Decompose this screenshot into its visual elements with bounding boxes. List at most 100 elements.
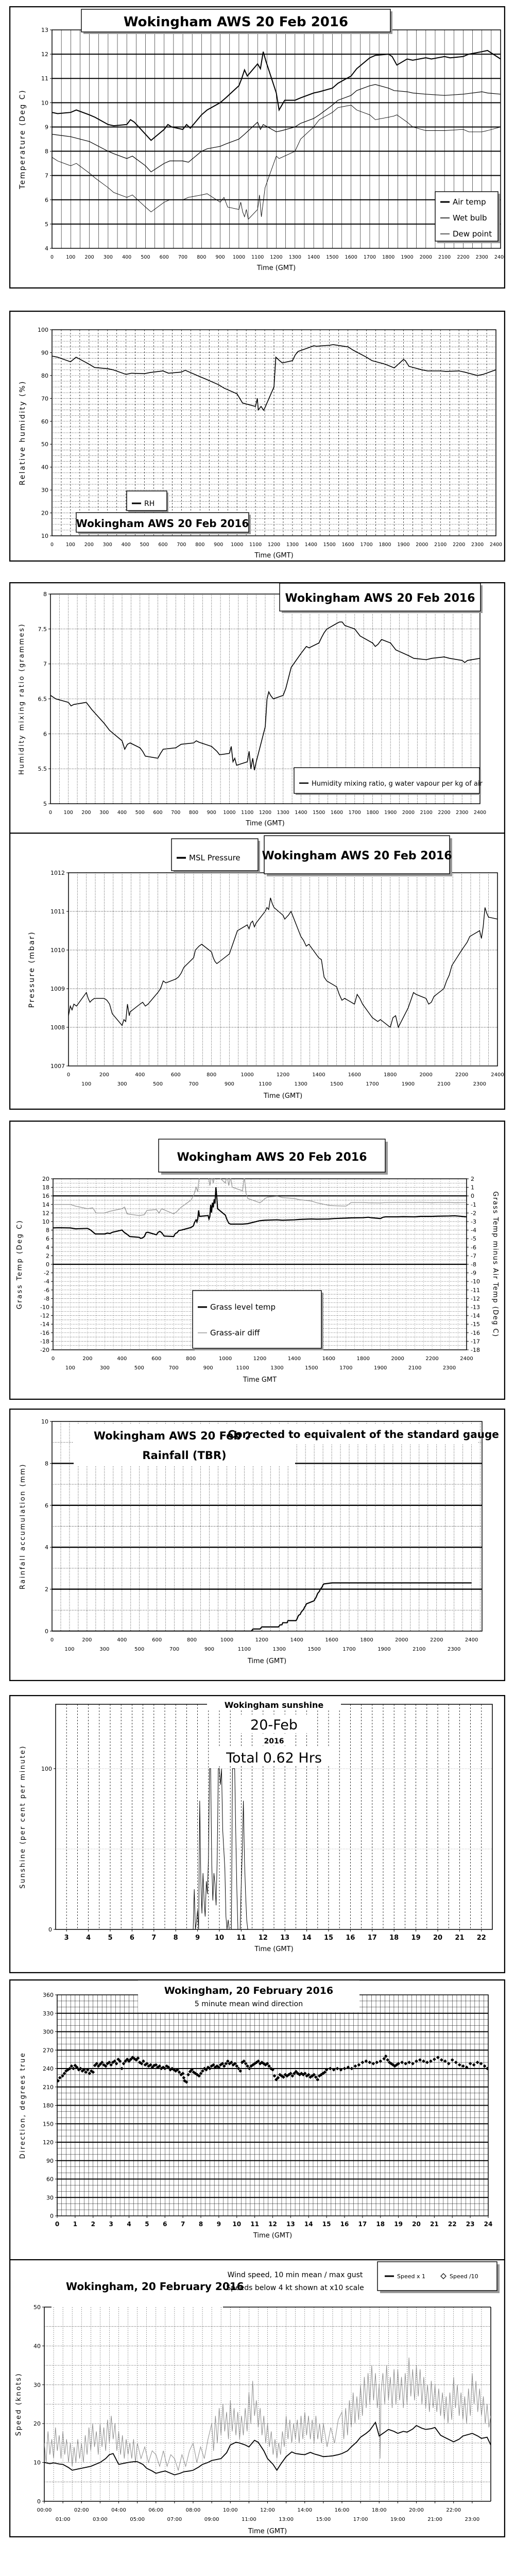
svg-text:5: 5	[108, 1934, 112, 1942]
svg-text:4: 4	[45, 245, 48, 252]
svg-text:3: 3	[109, 2221, 113, 2228]
svg-text:11: 11	[41, 75, 48, 82]
svg-text:-6: -6	[471, 1244, 476, 1251]
svg-text:200: 200	[99, 1072, 109, 1078]
svg-text:90: 90	[46, 2158, 54, 2164]
svg-text:1: 1	[471, 1184, 474, 1191]
svg-text:Time (GMT): Time (GMT)	[247, 1657, 286, 1665]
svg-text:0: 0	[471, 1193, 474, 1199]
svg-text:21: 21	[455, 1934, 464, 1942]
svg-text:500: 500	[134, 1647, 144, 1652]
svg-text:-8: -8	[44, 1295, 49, 1302]
svg-text:22:00: 22:00	[446, 2507, 461, 2513]
svg-text:50: 50	[33, 2304, 41, 2311]
svg-text:20:00: 20:00	[409, 2507, 424, 2513]
svg-text:13: 13	[286, 2221, 295, 2228]
svg-text:1800: 1800	[357, 1356, 370, 1362]
svg-text:0: 0	[37, 2498, 41, 2505]
svg-text:Rainfall accumulation (mm): Rainfall accumulation (mm)	[19, 1463, 27, 1589]
svg-text:1100: 1100	[238, 1647, 251, 1652]
rainfall-plot: 0100200300400500600700800900100011001200…	[9, 1408, 506, 1682]
svg-text:700: 700	[169, 1365, 179, 1371]
svg-text:1300: 1300	[273, 1647, 286, 1652]
sunshine-chart: 3 4 5 6 7 8 9 10 11 12 13 14 15 16 17 18 19 20 21 22 Time (G…	[9, 1694, 506, 1974]
svg-text:1900: 1900	[402, 1081, 415, 1087]
svg-text:20: 20	[33, 2420, 41, 2427]
svg-text:01:00: 01:00	[56, 2517, 71, 2522]
svg-text:600: 600	[158, 542, 167, 548]
svg-text:800: 800	[195, 542, 204, 548]
svg-text:Wokingham, 20 February 2016: Wokingham, 20 February 2016	[66, 2280, 244, 2293]
svg-text:300: 300	[104, 255, 113, 260]
svg-text:2300: 2300	[448, 1647, 460, 1652]
svg-text:0: 0	[50, 1637, 54, 1643]
svg-text:2300: 2300	[473, 1081, 486, 1087]
svg-text:600: 600	[171, 1072, 181, 1078]
svg-text:6: 6	[45, 1502, 48, 1509]
svg-text:1011: 1011	[50, 908, 65, 915]
svg-text:150: 150	[43, 2121, 54, 2127]
svg-text:-11: -11	[471, 1287, 480, 1294]
svg-text:900: 900	[216, 255, 225, 260]
svg-text:1700: 1700	[366, 1081, 379, 1087]
svg-text:5 minute mean wind direction: 5 minute mean wind direction	[195, 2000, 303, 2008]
svg-text:400: 400	[117, 810, 127, 816]
svg-text:700: 700	[177, 542, 186, 548]
svg-text:1000: 1000	[223, 810, 235, 816]
svg-text:10: 10	[215, 1934, 224, 1942]
svg-text:Dew point: Dew point	[453, 229, 492, 239]
svg-text:1800: 1800	[379, 542, 391, 548]
svg-text:270: 270	[43, 2047, 54, 2054]
svg-text:Grass level temp: Grass level temp	[210, 1302, 276, 1312]
svg-text:15:00: 15:00	[316, 2517, 331, 2522]
svg-text:4: 4	[45, 1544, 48, 1551]
svg-text:2: 2	[46, 1252, 49, 1259]
svg-text:200: 200	[81, 810, 91, 816]
svg-text:8: 8	[46, 1227, 49, 1234]
svg-text:1600: 1600	[342, 542, 354, 548]
svg-text:700: 700	[178, 255, 187, 260]
svg-text:Wind speed, 10 min mean / max: Wind speed, 10 min mean / max gust	[228, 2271, 363, 2279]
svg-text:0: 0	[49, 810, 52, 816]
svg-text:0: 0	[50, 255, 54, 260]
svg-text:700: 700	[188, 1081, 198, 1087]
svg-text:-10: -10	[40, 1304, 49, 1311]
svg-text:1000: 1000	[231, 542, 243, 548]
svg-text:6: 6	[163, 2221, 167, 2228]
svg-text:Sunshine (per cent per minute): Sunshine (per cent per minute)	[19, 1745, 27, 1889]
svg-text:22: 22	[477, 1934, 486, 1942]
svg-text:800: 800	[186, 1356, 196, 1362]
svg-text:Corrected to equivalent of the: Corrected to equivalent of the standard …	[228, 1428, 499, 1440]
svg-text:100: 100	[38, 327, 48, 333]
svg-text:2400: 2400	[494, 255, 505, 260]
svg-text:10: 10	[33, 2460, 41, 2466]
svg-text:2200: 2200	[455, 1072, 468, 1078]
svg-text:2000: 2000	[402, 810, 415, 816]
svg-text:500: 500	[141, 255, 150, 260]
svg-text:120: 120	[43, 2139, 54, 2146]
svg-text:1600: 1600	[325, 1637, 338, 1643]
svg-text:2200: 2200	[457, 255, 469, 260]
svg-text:Humidity mixing ratio, g water: Humidity mixing ratio, g water vapour pe…	[312, 780, 483, 788]
svg-text:500: 500	[134, 1365, 144, 1371]
svg-text:200: 200	[82, 1637, 92, 1643]
svg-text:330: 330	[43, 2010, 54, 2017]
svg-text:Time (GMT): Time (GMT)	[263, 1092, 302, 1100]
svg-text:1007: 1007	[50, 1063, 65, 1070]
svg-text:1800: 1800	[382, 255, 394, 260]
svg-text:0: 0	[48, 1926, 52, 1933]
svg-text:800: 800	[207, 1072, 216, 1078]
svg-text:Wet bulb: Wet bulb	[453, 213, 487, 223]
grass-temperature-chart: 0 100 200 300 400 500 600 700 800 900 1000 1100 1200…	[9, 1120, 506, 1400]
svg-text:8: 8	[43, 591, 47, 598]
svg-text:1500: 1500	[313, 810, 325, 816]
svg-text:02:00: 02:00	[74, 2507, 89, 2513]
svg-text:8: 8	[199, 2221, 203, 2228]
svg-text:14: 14	[304, 2221, 313, 2228]
svg-text:2300: 2300	[443, 1365, 456, 1371]
svg-text:17: 17	[358, 2221, 367, 2228]
svg-text:1009: 1009	[50, 986, 65, 992]
svg-text:2100: 2100	[420, 810, 433, 816]
svg-text:1700: 1700	[339, 1365, 352, 1371]
